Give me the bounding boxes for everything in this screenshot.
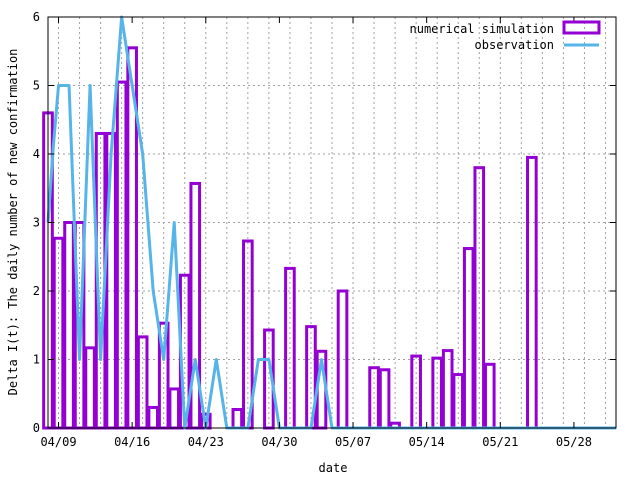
simulation-bar [483, 362, 496, 430]
axes [47, 16, 617, 429]
y-tick-label: 4 [33, 147, 40, 161]
x-tick-label: 05/28 [556, 435, 592, 449]
simulation-bar [147, 405, 159, 430]
simulation-bar [189, 181, 202, 430]
simulation-bars [42, 46, 538, 430]
legend-label-simulation: numerical simulation [410, 22, 555, 36]
y-tick-label: 5 [33, 79, 40, 93]
x-axis-label: date [319, 461, 348, 475]
simulation-bar [231, 408, 244, 430]
y-tick-label: 3 [33, 216, 40, 230]
grid-lines [48, 17, 616, 428]
simulation-bar [84, 346, 96, 430]
x-tick-label: 05/21 [482, 435, 518, 449]
legend-swatch-simulation [562, 20, 601, 35]
simulation-bar [378, 368, 391, 430]
simulation-bar [462, 247, 475, 430]
legend-label-observation: observation [475, 38, 554, 52]
x-tick-label: 04/16 [114, 435, 150, 449]
legend: numerical simulation observation [410, 20, 601, 52]
y-tick-label: 2 [33, 284, 40, 298]
x-tick-label: 04/30 [261, 435, 297, 449]
x-tick-label: 05/07 [335, 435, 371, 449]
simulation-bar [336, 289, 349, 430]
simulation-bar [441, 349, 454, 430]
x-tick-label: 04/09 [40, 435, 76, 449]
y-tick-label: 1 [33, 353, 40, 367]
x-tick-label: 05/14 [409, 435, 445, 449]
tick-labels: 0 1 2 3 4 5 6 04/09 04/16 04/23 04/30 05/07 05/14 05/… [33, 10, 592, 449]
simulation-bar [526, 155, 538, 430]
simulation-bar [63, 221, 75, 430]
y-tick-label: 6 [33, 10, 40, 24]
plot-frame [47, 16, 617, 429]
x-tick-label: 04/23 [188, 435, 224, 449]
y-tick-label: 0 [33, 421, 40, 435]
simulation-bar [168, 387, 181, 430]
y-axis-label: Delta I(t): The daily number of new conf… [6, 49, 20, 396]
